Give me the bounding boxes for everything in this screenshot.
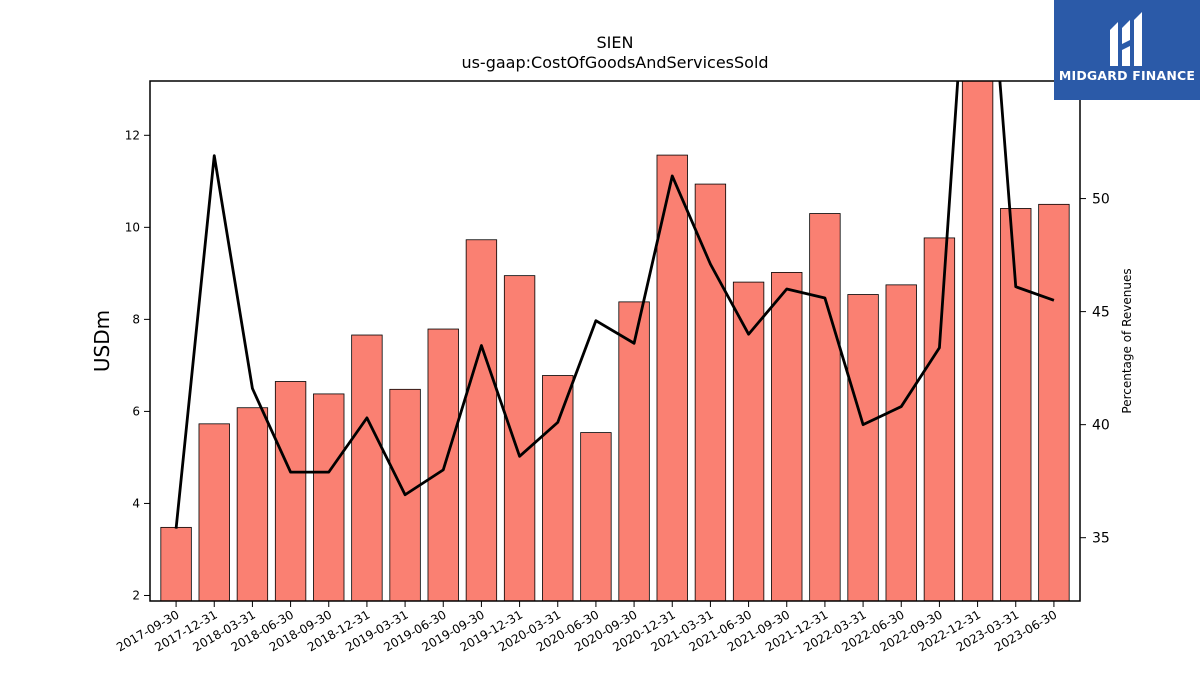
midgard-logo-icon — [1110, 12, 1142, 66]
y-tick-label: 10 — [125, 220, 140, 234]
bar — [1000, 208, 1032, 601]
bar — [351, 334, 383, 601]
y2-tick-label: 50 — [1092, 192, 1110, 208]
midgard-finance-logo: MIDGARD FINANCE — [1054, 0, 1200, 100]
plot-frame — [149, 80, 1081, 602]
bar — [923, 237, 956, 601]
bar — [618, 301, 650, 601]
bar — [847, 294, 879, 601]
bar — [274, 381, 307, 601]
bar — [809, 213, 841, 601]
bar — [732, 281, 765, 601]
bar — [503, 275, 536, 601]
bar — [427, 328, 459, 601]
bar — [694, 183, 727, 601]
y-tick-label: 4 — [132, 496, 140, 510]
y2-tick-label: 35 — [1092, 531, 1110, 547]
y-tick-label: 6 — [132, 404, 140, 418]
bar — [1038, 203, 1070, 601]
logo-text: MIDGARD FINANCE — [1058, 68, 1196, 83]
bar — [656, 154, 688, 601]
y-tick-label: 2 — [132, 588, 140, 602]
y-tick-label: 12 — [125, 128, 140, 142]
y2-tick-label: 40 — [1092, 418, 1110, 434]
chart-title: SIEN — [597, 33, 634, 52]
y-tick-label: 8 — [132, 312, 140, 326]
bar — [961, 81, 994, 601]
y2-axis-label: Percentage of Revenues — [1120, 268, 1134, 413]
percentage-line — [174, 81, 1055, 529]
y-axis-label: USDm — [90, 310, 114, 372]
bar — [885, 284, 917, 601]
bar — [313, 393, 345, 601]
bar — [465, 239, 498, 601]
chart-subtitle: us-gaap:CostOfGoodsAndServicesSold — [461, 53, 768, 72]
bar — [198, 423, 230, 601]
y2-tick-label: 45 — [1092, 305, 1110, 321]
bar — [542, 375, 574, 601]
bar — [771, 272, 803, 601]
bar — [160, 526, 192, 601]
bar — [580, 432, 612, 601]
bar — [236, 407, 269, 601]
